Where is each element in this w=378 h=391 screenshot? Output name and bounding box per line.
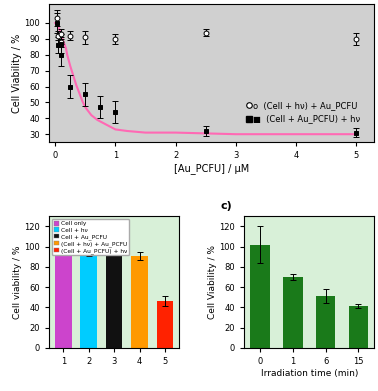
Y-axis label: Cell Viability / %: Cell Viability / %: [208, 245, 217, 319]
Legend: Cell only, Cell + hν, Cell + Au_PCFU, (Cell + hν) + Au_PCFU, (Cell + Au_PCFU) + : Cell only, Cell + hν, Cell + Au_PCFU, (C…: [52, 219, 129, 255]
X-axis label: Irradiation time (min): Irradiation time (min): [260, 369, 358, 378]
Bar: [157, 301, 173, 348]
Bar: [131, 256, 148, 348]
Bar: [316, 296, 335, 348]
Y-axis label: Cell Viability / %: Cell Viability / %: [12, 33, 22, 113]
X-axis label: [Au_PCFU] / μM: [Au_PCFU] / μM: [174, 163, 249, 174]
Y-axis label: Cell viability / %: Cell viability / %: [12, 246, 22, 319]
Bar: [81, 253, 97, 348]
Bar: [250, 245, 270, 348]
Legend: o  (Cell + hν) + Au_PCFU, ■  (Cell + Au_PCFU) + hν: o (Cell + hν) + Au_PCFU, ■ (Cell + Au_PC…: [243, 98, 364, 127]
Bar: [106, 239, 122, 348]
Text: c): c): [221, 201, 232, 211]
Bar: [349, 307, 368, 348]
Bar: [55, 247, 71, 348]
Bar: [283, 277, 303, 348]
